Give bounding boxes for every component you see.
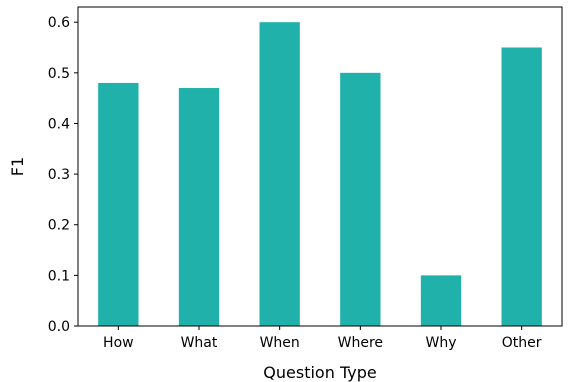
x-tick-label: When <box>260 335 300 351</box>
y-tick-label: 0.5 <box>48 66 70 82</box>
x-axis: How What When Where Why Other <box>103 326 542 351</box>
x-axis-title: Question Type <box>263 363 376 382</box>
y-tick-label: 0.4 <box>48 116 70 132</box>
x-tick-label: What <box>181 335 218 351</box>
bar-why <box>420 275 462 326</box>
x-tick-label: Where <box>338 335 383 351</box>
y-tick-label: 0.0 <box>48 319 70 335</box>
bar-what <box>178 88 220 327</box>
x-tick-label: Other <box>502 335 542 351</box>
y-tick-label: 0.3 <box>48 167 70 183</box>
plot-frame <box>77 6 563 327</box>
y-tick-label: 0.6 <box>48 15 70 31</box>
x-tick-label: Why <box>425 335 456 351</box>
y-tick-label: 0.2 <box>48 218 70 234</box>
bar-other <box>501 47 542 327</box>
bar-when <box>259 22 300 326</box>
y-axis-title: F1 <box>8 157 27 176</box>
bar-where <box>340 72 381 326</box>
bar-how <box>98 82 139 326</box>
y-axis: 0.0 0.1 0.2 0.3 0.4 0.5 0.6 <box>48 15 78 335</box>
bars-group <box>98 22 542 327</box>
x-tick-label: How <box>103 335 134 351</box>
y-tick-label: 0.1 <box>48 268 70 284</box>
